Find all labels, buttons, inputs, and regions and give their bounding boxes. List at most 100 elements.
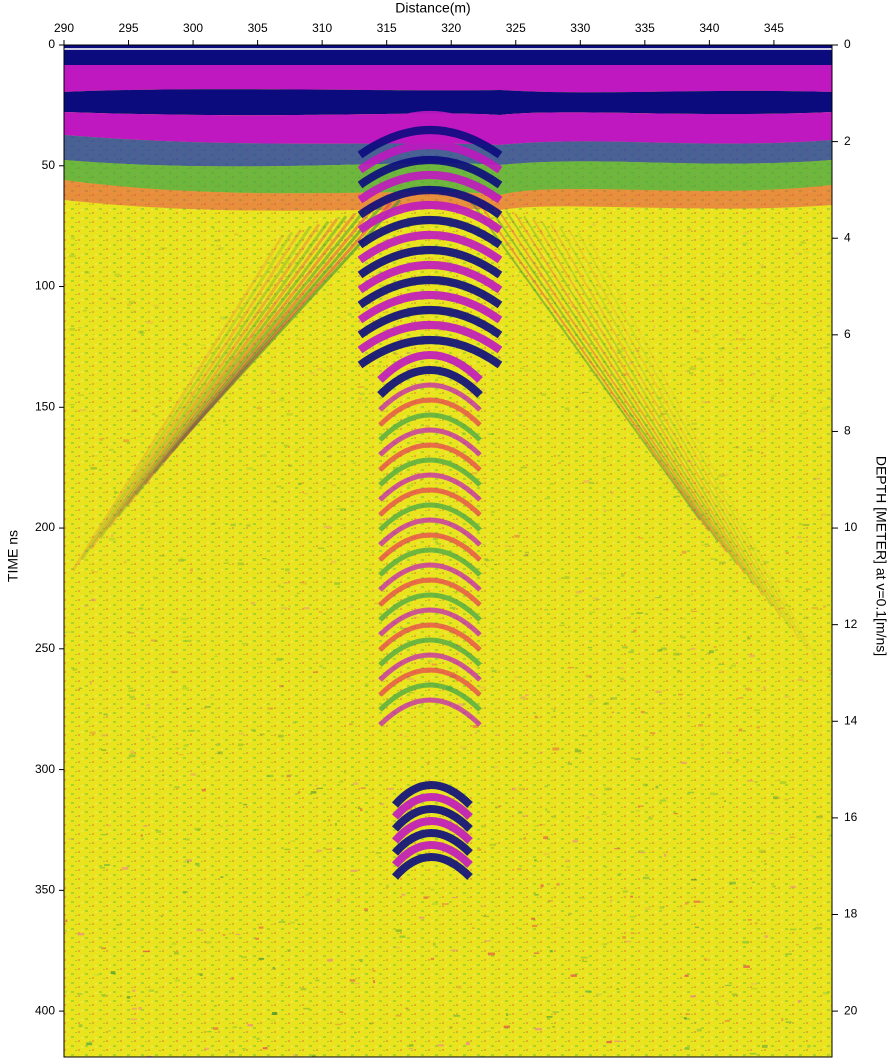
texture [763, 560, 769, 564]
texture [364, 683, 369, 686]
texture [620, 573, 625, 577]
texture [764, 935, 769, 938]
texture [168, 317, 171, 320]
texture [83, 605, 89, 607]
radargram-image [64, 45, 832, 1057]
texture [386, 884, 390, 888]
texture [427, 704, 430, 706]
texture [190, 773, 196, 776]
texture [711, 334, 716, 338]
texture [123, 439, 130, 443]
texture [178, 559, 184, 562]
texture [416, 853, 422, 855]
y-tick-label: 400 [35, 1003, 55, 1017]
texture [204, 1047, 210, 1051]
texture [379, 803, 384, 806]
texture [154, 736, 157, 739]
texture [495, 805, 498, 809]
texture [505, 210, 737, 564]
texture [566, 865, 571, 868]
texture [779, 781, 787, 784]
texture [533, 952, 540, 954]
texture [619, 677, 625, 681]
texture [749, 654, 755, 658]
texture [788, 605, 792, 607]
texture [539, 751, 544, 753]
texture [331, 484, 337, 487]
texture [378, 382, 482, 412]
texture [628, 650, 634, 654]
texture [643, 746, 650, 748]
texture [357, 246, 503, 279]
texture [762, 265, 766, 269]
texture [73, 242, 77, 245]
texture [495, 734, 499, 736]
texture [540, 393, 547, 396]
texture [86, 1042, 93, 1046]
texture [517, 868, 522, 871]
texture [469, 199, 701, 521]
texture [498, 805, 502, 807]
texture [178, 754, 184, 756]
texture [568, 229, 800, 640]
texture [655, 396, 663, 400]
texture [482, 543, 486, 546]
texture [659, 283, 666, 286]
texture [539, 231, 543, 235]
texture [180, 557, 183, 560]
texture [791, 482, 795, 484]
texture [516, 274, 520, 277]
texture [235, 933, 241, 935]
texture [205, 705, 211, 708]
texture [325, 848, 333, 850]
texture [452, 410, 457, 413]
y-tick-label: 200 [35, 520, 55, 534]
texture [504, 545, 511, 548]
texture [534, 894, 539, 896]
texture [219, 825, 223, 828]
texture [153, 304, 160, 308]
texture [312, 671, 318, 674]
texture [789, 928, 797, 931]
texture [701, 544, 705, 546]
texture [287, 773, 293, 777]
texture [151, 413, 156, 416]
texture [183, 636, 188, 638]
texture [72, 427, 75, 431]
texture [540, 684, 546, 687]
texture [357, 291, 503, 324]
y2-tick-label: 16 [844, 810, 858, 824]
texture [742, 940, 750, 944]
texture [423, 896, 428, 899]
texture [582, 960, 588, 963]
texture [493, 766, 499, 769]
texture [138, 607, 144, 610]
texture [768, 832, 775, 834]
texture [543, 852, 550, 856]
texture [254, 311, 260, 314]
texture [517, 811, 523, 814]
texture [604, 702, 609, 705]
texture [516, 413, 523, 416]
texture [572, 839, 579, 843]
texture [795, 943, 800, 946]
texture [635, 809, 640, 812]
texture [634, 757, 641, 761]
texture [797, 536, 802, 539]
texture [378, 532, 482, 562]
texture [622, 890, 628, 893]
texture [314, 784, 318, 787]
texture [344, 771, 347, 774]
texture [357, 386, 365, 388]
texture [733, 348, 738, 350]
texture [683, 370, 690, 373]
texture [185, 838, 190, 841]
texture [688, 316, 695, 318]
texture [205, 941, 212, 944]
texture [307, 462, 312, 465]
texture [747, 919, 752, 921]
texture [730, 664, 736, 667]
texture [250, 335, 254, 338]
texture [802, 523, 810, 526]
